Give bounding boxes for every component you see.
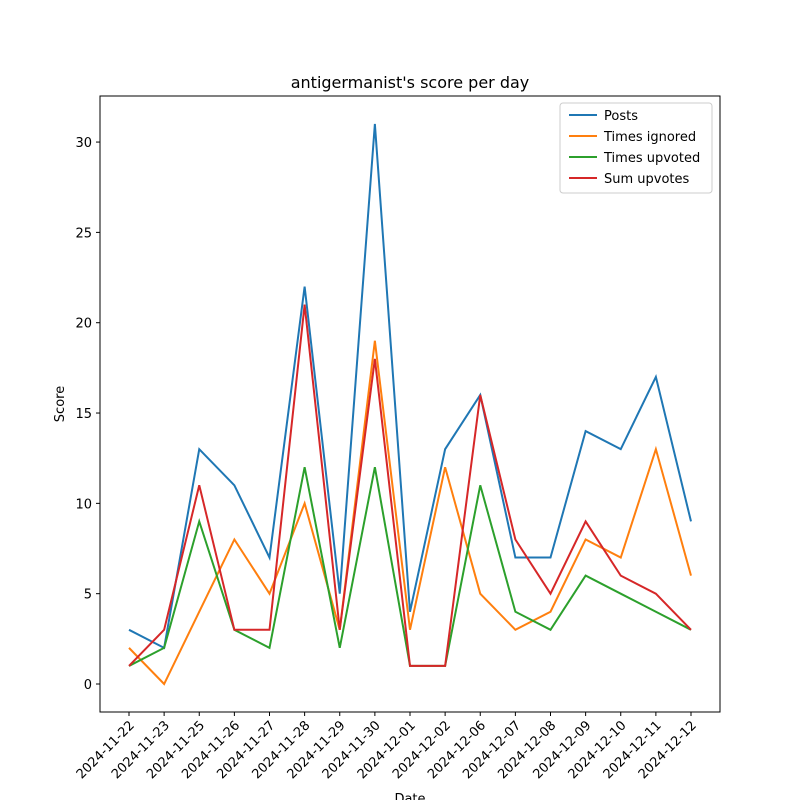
y-axis-label: Score <box>53 386 68 422</box>
series-line <box>128 304 692 667</box>
y-tick-label: 20 <box>75 317 92 332</box>
legend-box <box>559 102 713 194</box>
x-axis-label: Date <box>394 792 425 800</box>
y-tick-label: 0 <box>84 678 92 693</box>
y-tick-label: 25 <box>75 226 92 241</box>
y-tick-label: 15 <box>75 407 92 422</box>
legend-label: Times ignored <box>603 130 696 145</box>
series-line <box>128 123 692 650</box>
y-tick-label: 5 <box>84 588 92 603</box>
plot-frame <box>99 95 721 713</box>
legend-label: Times upvoted <box>603 151 700 166</box>
series-line <box>128 340 692 686</box>
y-tick-label: 30 <box>75 136 92 151</box>
chart-title: antigermanist's score per day <box>291 73 530 92</box>
y-tick-label: 10 <box>75 497 92 512</box>
legend-label: Posts <box>604 109 638 124</box>
legend-label: Sum upvotes <box>604 172 690 187</box>
